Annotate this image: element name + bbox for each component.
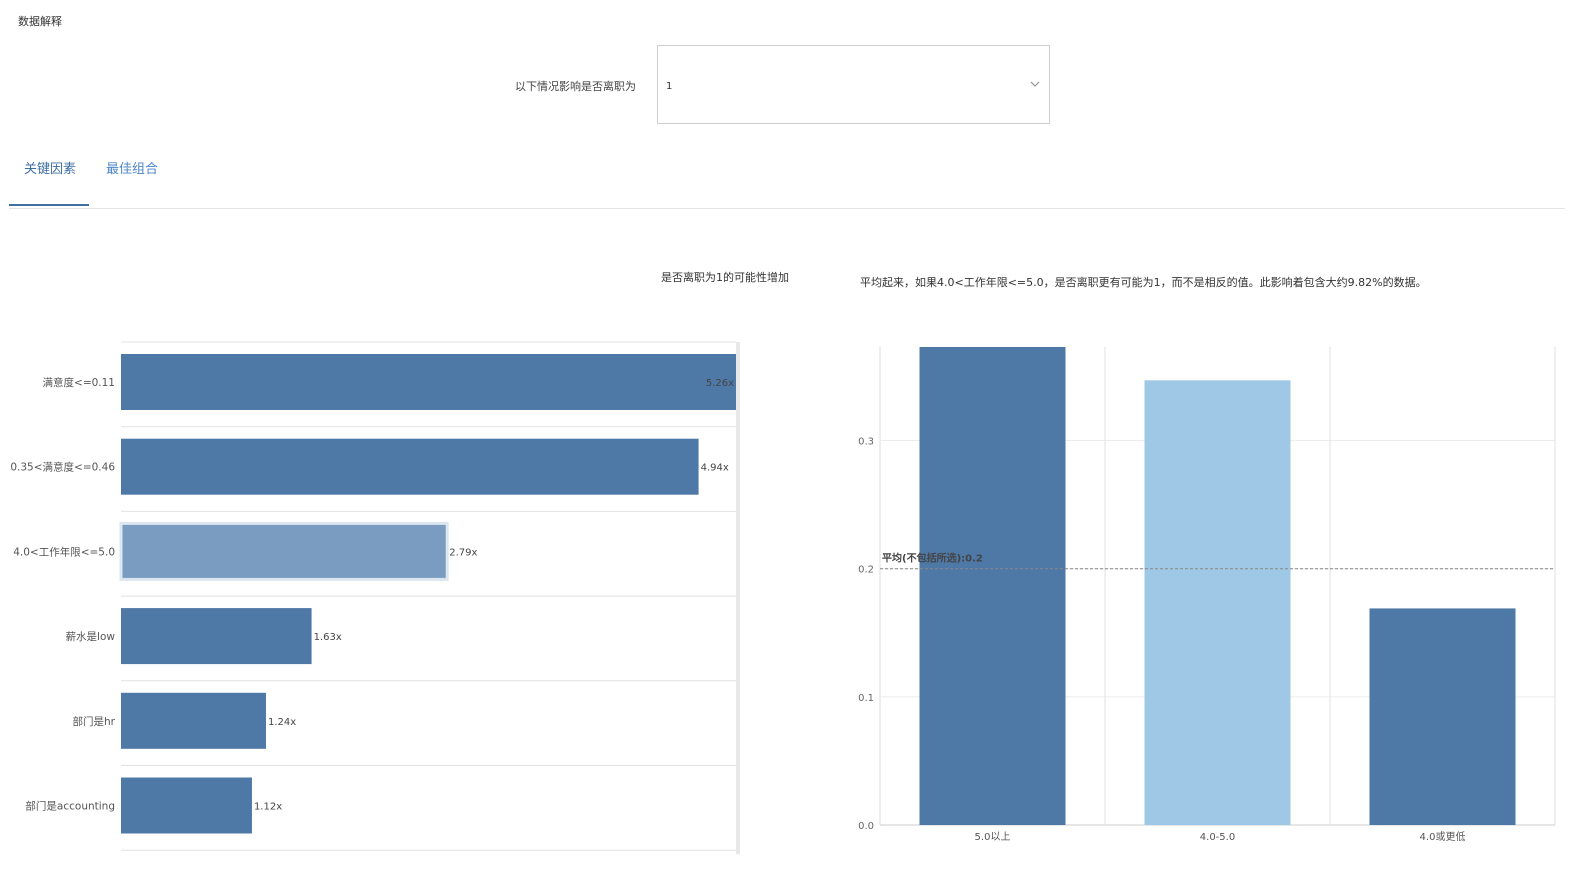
y-tick-label: 0.3 [858, 437, 874, 448]
page-title: 数据解释 [18, 15, 62, 28]
bar[interactable] [919, 347, 1066, 825]
data-label: 1.24x [268, 717, 296, 728]
scrollbar [736, 342, 740, 855]
category-label: 部门是hr [73, 715, 116, 728]
chevron-down-icon [1030, 81, 1040, 87]
reference-line-label: 平均(不包括所选):0.2 [882, 552, 983, 565]
bar[interactable] [119, 521, 449, 581]
bar[interactable] [121, 438, 699, 495]
y-tick-label: 0.0 [858, 821, 874, 832]
target-value-dropdown[interactable]: 1 [657, 45, 1050, 124]
left-chart-title: 是否离职为1的可能性增加 [661, 271, 789, 284]
data-label: 4.94x [701, 463, 729, 474]
bar[interactable] [1144, 380, 1291, 825]
data-label: 2.79x [449, 547, 477, 558]
category-label: 部门是accounting [25, 800, 115, 813]
data-label: 1.12x [254, 802, 282, 813]
active-tab-indicator [9, 204, 89, 206]
bar[interactable] [1369, 608, 1516, 825]
bar[interactable] [121, 608, 312, 665]
category-label: 0.35<满意度<=0.46 [10, 461, 115, 474]
data-label: 5.26x [706, 378, 734, 389]
bar[interactable] [121, 354, 736, 410]
tab-bar: 关键因素 最佳组合 [9, 150, 1565, 209]
x-tick-label: 4.0或更低 [1420, 830, 1466, 843]
bar[interactable] [121, 777, 252, 834]
x-tick-label: 4.0-5.0 [1200, 832, 1235, 843]
y-tick-label: 0.1 [858, 693, 874, 704]
dropdown-value: 1 [666, 81, 673, 92]
right-chart-description: 平均起来，如果4.0<工作年限<=5.0，是否离职更有可能为1，而不是相反的值。… [860, 276, 1427, 289]
bar[interactable] [121, 692, 266, 749]
category-label: 4.0<工作年限<=5.0 [13, 545, 115, 558]
key-factors-bar-chart: 满意度<=0.11 5.26x 0.35<满意度<=0.46 4.94x 4.0<工作年… [10, 341, 740, 855]
category-label: 薪水是low [66, 631, 116, 643]
category-label: 满意度<=0.11 [43, 376, 115, 389]
tab-best-combination[interactable]: 最佳组合 [106, 162, 159, 177]
filter-label: 以下情况影响是否离职为 [515, 80, 636, 93]
y-tick-label: 0.2 [858, 565, 874, 576]
x-tick-label: 5.0以上 [975, 831, 1011, 843]
data-label: 1.63x [314, 632, 342, 643]
tab-key-factors[interactable]: 关键因素 [24, 162, 77, 177]
